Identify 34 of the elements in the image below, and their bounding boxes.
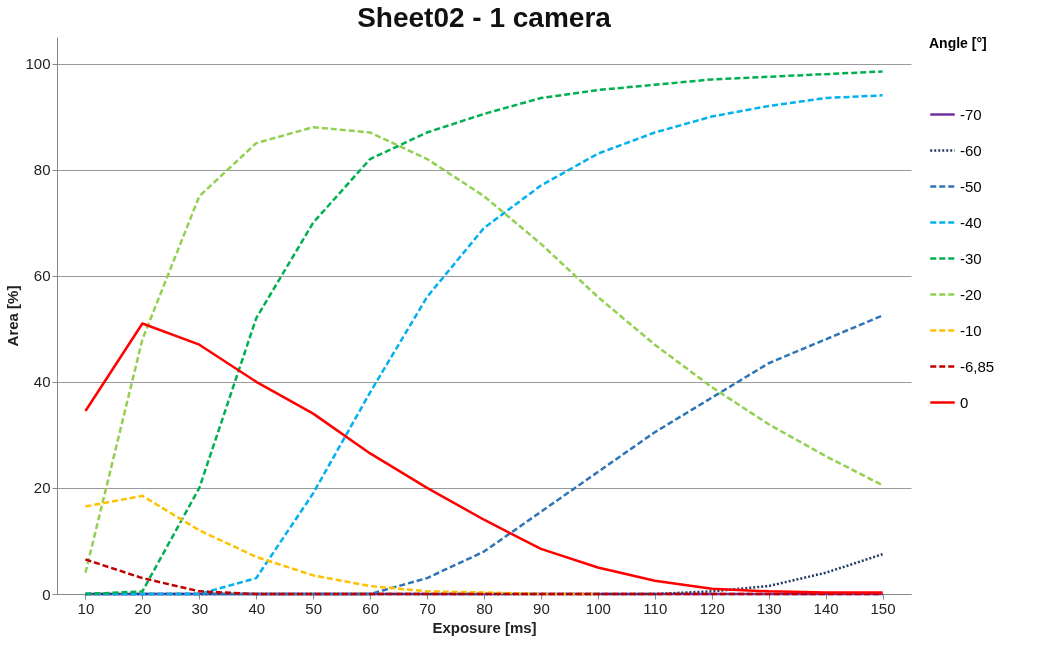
x-tick-label: 140	[813, 599, 839, 617]
chart-title: Sheet02 - 1 camera	[357, 2, 612, 33]
x-tick-label: 30	[191, 599, 209, 617]
x-tick-label: 20	[134, 599, 152, 617]
y-tick-label: 100	[25, 55, 51, 73]
x-tick-label: 90	[533, 599, 550, 617]
y-tick-label: 0	[42, 585, 51, 603]
legend-label: -10	[960, 321, 982, 339]
y-tick-label: 20	[33, 479, 51, 497]
legend-label: -6,85	[960, 357, 995, 375]
x-axis-title: Exposure [ms]	[432, 618, 537, 636]
x-tick-label: 40	[248, 599, 266, 617]
legend-label: -20	[960, 285, 982, 303]
y-axis-title: Area [%]	[4, 285, 22, 347]
legend-label: 0	[960, 393, 969, 411]
x-tick-label: 80	[476, 599, 493, 617]
legend-label: -60	[960, 141, 982, 159]
x-tick-label: 150	[870, 599, 896, 617]
legend-label: -70	[960, 105, 982, 123]
x-tick-label: 130	[756, 599, 782, 617]
x-tick-label: 70	[419, 599, 436, 617]
y-tick-label: 40	[33, 373, 51, 391]
x-tick-label: 10	[77, 599, 95, 617]
legend-label: -40	[960, 213, 982, 231]
legend-label: -50	[960, 177, 982, 195]
y-tick-label: 60	[33, 267, 51, 285]
x-tick-label: 100	[585, 599, 611, 617]
x-tick-label: 110	[643, 599, 668, 617]
x-tick-label: 60	[362, 599, 379, 617]
x-tick-label: 50	[305, 599, 323, 617]
legend-title: Angle [°]	[929, 35, 987, 51]
x-tick-label: 120	[699, 599, 725, 617]
legend-label: -30	[960, 249, 982, 267]
y-tick-label: 80	[33, 161, 51, 179]
